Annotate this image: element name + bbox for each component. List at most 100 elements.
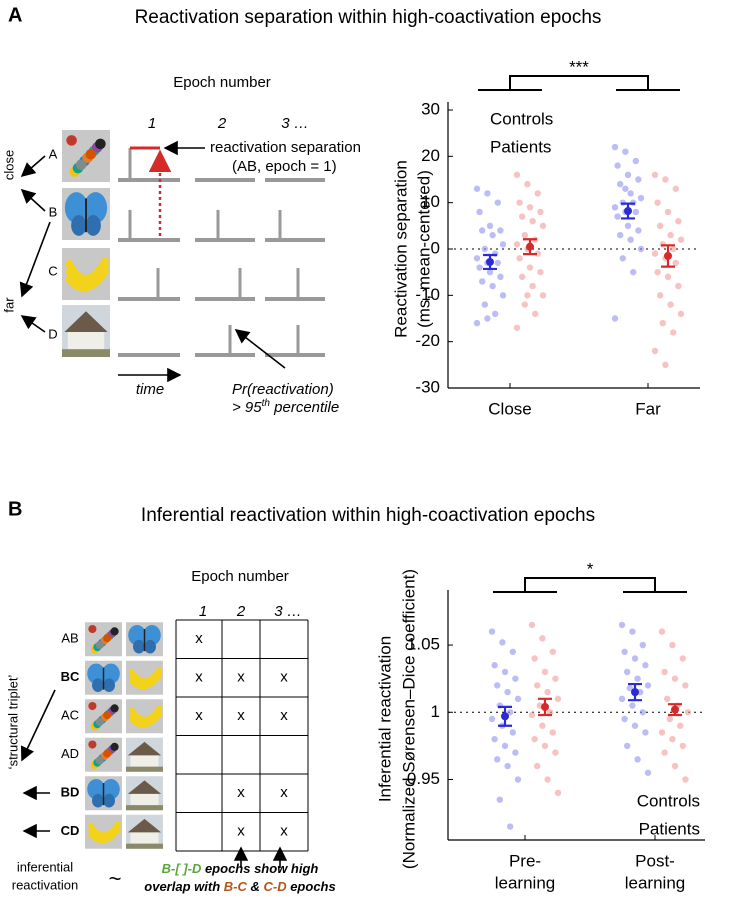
data-point — [521, 301, 528, 308]
banana — [129, 712, 162, 728]
text: percentile — [270, 399, 339, 416]
object-label: D — [48, 326, 57, 341]
data-point — [624, 171, 632, 179]
data-point — [671, 762, 679, 770]
ground — [62, 349, 110, 357]
data-point — [532, 310, 539, 318]
data-point — [619, 255, 626, 262]
significance-bracket — [478, 75, 680, 91]
data-point — [627, 190, 634, 197]
x-tick-label: Pre- — [509, 851, 541, 870]
y-axis-label: Inferential reactivation — [375, 636, 394, 802]
data-point — [664, 208, 672, 216]
x-tick-label: learning — [495, 873, 556, 892]
arrows — [20, 689, 288, 868]
separation-label: (AB, epoch = 1) — [232, 158, 337, 175]
data-point — [501, 742, 509, 750]
data-point — [541, 668, 549, 676]
data-point — [614, 213, 621, 220]
caption-part: overlap with — [144, 879, 223, 894]
data-point — [644, 682, 652, 689]
caption-part: C-D — [263, 879, 287, 894]
data-point — [677, 310, 685, 318]
data-point — [534, 250, 541, 257]
data-point — [473, 185, 481, 192]
ground — [126, 805, 163, 811]
data-point — [541, 742, 549, 750]
data-point — [631, 655, 639, 662]
wall — [130, 831, 159, 844]
cell-mark: x — [237, 707, 245, 724]
mean-point — [664, 251, 672, 260]
data-point — [552, 675, 559, 682]
row-label: AD — [61, 746, 79, 761]
mean-point — [671, 705, 679, 714]
epoch-number: 1 — [199, 603, 207, 620]
data-point — [519, 273, 526, 280]
data-point — [544, 688, 551, 696]
y-tick-label: -30 — [415, 377, 440, 396]
row-label: AC — [61, 708, 79, 723]
percentile-label: > 95th percentile — [232, 398, 339, 416]
body — [85, 198, 87, 233]
far-label: far — [1, 297, 16, 313]
bead — [88, 740, 97, 749]
data-point — [677, 236, 685, 243]
data-point — [549, 729, 556, 736]
mean-point — [526, 242, 534, 251]
cell-mark: x — [280, 784, 288, 801]
wing — [103, 793, 115, 808]
data-point — [658, 729, 666, 736]
data-point — [634, 756, 641, 763]
data-point — [514, 776, 522, 783]
data-point — [635, 176, 642, 183]
data-point — [682, 682, 689, 689]
triplet-label: ‘structural triplet’ — [5, 675, 20, 770]
data-point — [497, 227, 504, 234]
data-point — [496, 796, 503, 803]
wing — [87, 778, 105, 800]
data-point — [489, 282, 496, 290]
data-point — [479, 227, 486, 234]
data-point — [513, 324, 521, 331]
data-point — [659, 319, 666, 327]
data-point — [611, 204, 619, 211]
panel-label: B — [8, 498, 22, 520]
y-tick-label: -10 — [415, 285, 440, 304]
pr-label: Pr(reactivation) — [232, 381, 334, 398]
data-point — [651, 171, 659, 179]
data-point — [514, 695, 522, 703]
caption: overlap with B-C & C-D epochs — [144, 879, 335, 894]
data-point — [516, 255, 523, 262]
inferential-label: reactivation — [12, 877, 78, 892]
data-point — [654, 199, 661, 206]
data-point — [473, 319, 481, 327]
data-point — [639, 709, 646, 716]
data-point — [621, 648, 628, 655]
data-point — [666, 715, 673, 723]
epoch-header: Epoch number — [173, 74, 271, 91]
data-point — [664, 273, 672, 280]
caption-part: & — [247, 879, 264, 894]
data-point — [539, 222, 547, 230]
cell-mark: x — [237, 784, 245, 801]
data-point — [531, 735, 538, 743]
y-tick-label: 0 — [431, 238, 440, 257]
wing — [102, 778, 120, 800]
data-point — [651, 347, 659, 355]
data-point — [651, 250, 659, 257]
banana — [129, 673, 162, 690]
object-label: A — [49, 146, 58, 161]
wing — [102, 663, 120, 684]
data-point — [617, 180, 624, 188]
data-point — [494, 259, 501, 267]
data-point — [494, 682, 501, 689]
timelines — [118, 140, 325, 383]
cell-mark: x — [280, 823, 288, 840]
data-point — [488, 628, 496, 635]
banana — [65, 267, 109, 292]
wing — [103, 678, 115, 693]
data-point — [624, 222, 632, 230]
bead — [110, 627, 119, 636]
